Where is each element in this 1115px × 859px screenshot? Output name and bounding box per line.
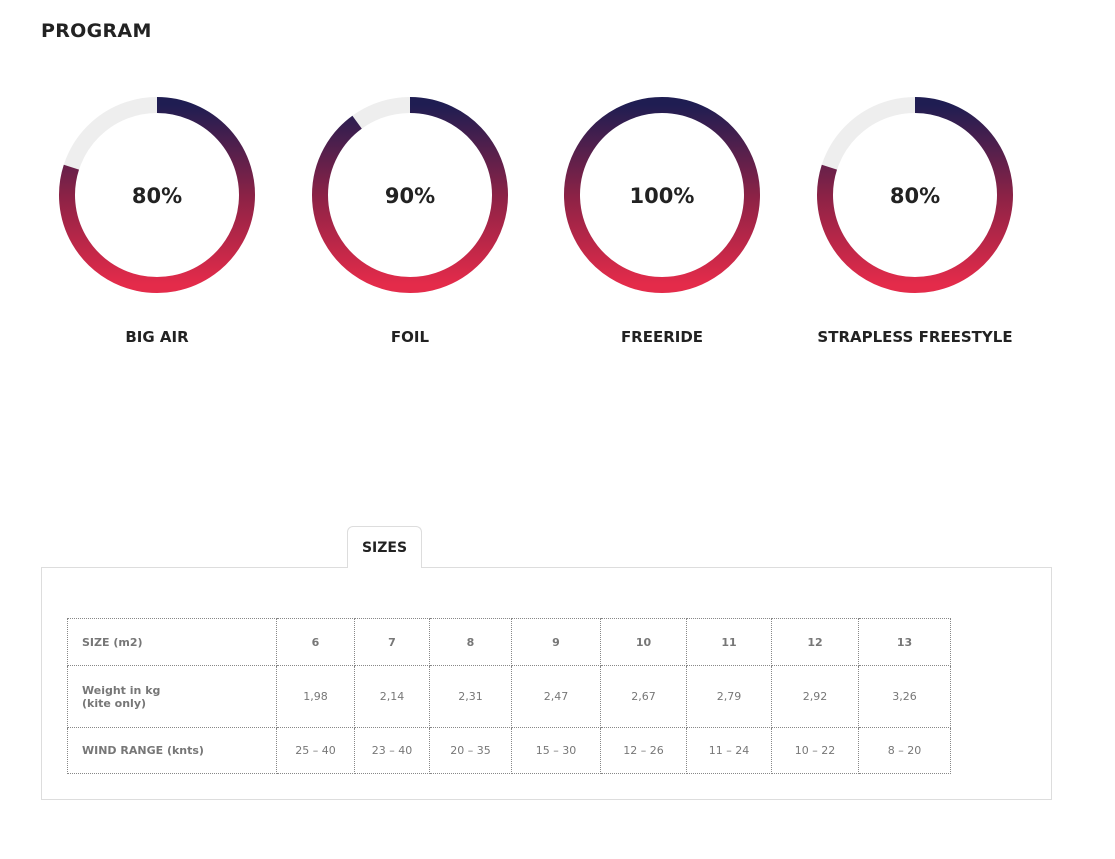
program-label: BIG AIR bbox=[125, 328, 189, 346]
table-cell: 13 bbox=[858, 618, 951, 666]
table-cell: 2,14 bbox=[354, 665, 430, 728]
table-cell: 3,26 bbox=[858, 665, 951, 728]
table-cell: 11 bbox=[686, 618, 772, 666]
table-cell: 2,79 bbox=[686, 665, 772, 728]
sizes-table: SIZE (m2) 6 7 8 9 10 11 12 13 Weight in kg (kite … bbox=[67, 618, 951, 774]
table-cell: 25 – 40 bbox=[276, 727, 355, 774]
table-cell: 2,67 bbox=[600, 665, 687, 728]
program-label: STRAPLESS FREESTYLE bbox=[817, 328, 1012, 346]
table-cell: 2,92 bbox=[771, 665, 859, 728]
row-header: WIND RANGE (knts) bbox=[67, 727, 277, 774]
donut-value: 90% bbox=[385, 184, 435, 208]
table-cell: 1,98 bbox=[276, 665, 355, 728]
program-label: FOIL bbox=[391, 328, 430, 346]
sizes-panel: SIZE (m2) 6 7 8 9 10 11 12 13 Weight in kg (kite … bbox=[41, 567, 1052, 800]
donut-arc bbox=[312, 97, 508, 293]
table-cell: 10 – 22 bbox=[771, 727, 859, 774]
donut-arc bbox=[817, 97, 1013, 293]
table-cell: 2,47 bbox=[511, 665, 601, 728]
table-cell: 12 bbox=[771, 618, 859, 666]
donut-arc bbox=[59, 97, 255, 293]
program-donuts: 80% BIG AIR 90% FOIL 100% FREERIDE 80% STRAPLES… bbox=[59, 97, 1013, 346]
donut-arc bbox=[564, 97, 760, 293]
sizes-tab[interactable]: SIZES bbox=[347, 526, 422, 568]
program-label: FREERIDE bbox=[621, 328, 703, 346]
row-header: SIZE (m2) bbox=[67, 618, 277, 666]
table-cell: 8 bbox=[429, 618, 512, 666]
table-cell: 23 – 40 bbox=[354, 727, 430, 774]
table-row: SIZE (m2) 6 7 8 9 10 11 12 13 bbox=[67, 618, 951, 666]
table-row: Weight in kg (kite only) 1,98 2,14 2,31 2,47… bbox=[67, 665, 951, 728]
table-cell: 12 – 26 bbox=[600, 727, 687, 774]
table-cell: 10 bbox=[600, 618, 687, 666]
table-cell: 8 – 20 bbox=[858, 727, 951, 774]
table-cell: 11 – 24 bbox=[686, 727, 772, 774]
table-cell: 15 – 30 bbox=[511, 727, 601, 774]
donut-value: 80% bbox=[890, 184, 940, 208]
donut-value: 80% bbox=[132, 184, 182, 208]
donut-value: 100% bbox=[630, 184, 695, 208]
row-header: Weight in kg (kite only) bbox=[67, 665, 277, 728]
table-cell: 7 bbox=[354, 618, 430, 666]
table-cell: 6 bbox=[276, 618, 355, 666]
table-cell: 9 bbox=[511, 618, 601, 666]
table-cell: 2,31 bbox=[429, 665, 512, 728]
table-row: WIND RANGE (knts) 25 – 40 23 – 40 20 – 35 15… bbox=[67, 727, 951, 774]
table-cell: 20 – 35 bbox=[429, 727, 512, 774]
section-title: PROGRAM bbox=[41, 20, 152, 42]
